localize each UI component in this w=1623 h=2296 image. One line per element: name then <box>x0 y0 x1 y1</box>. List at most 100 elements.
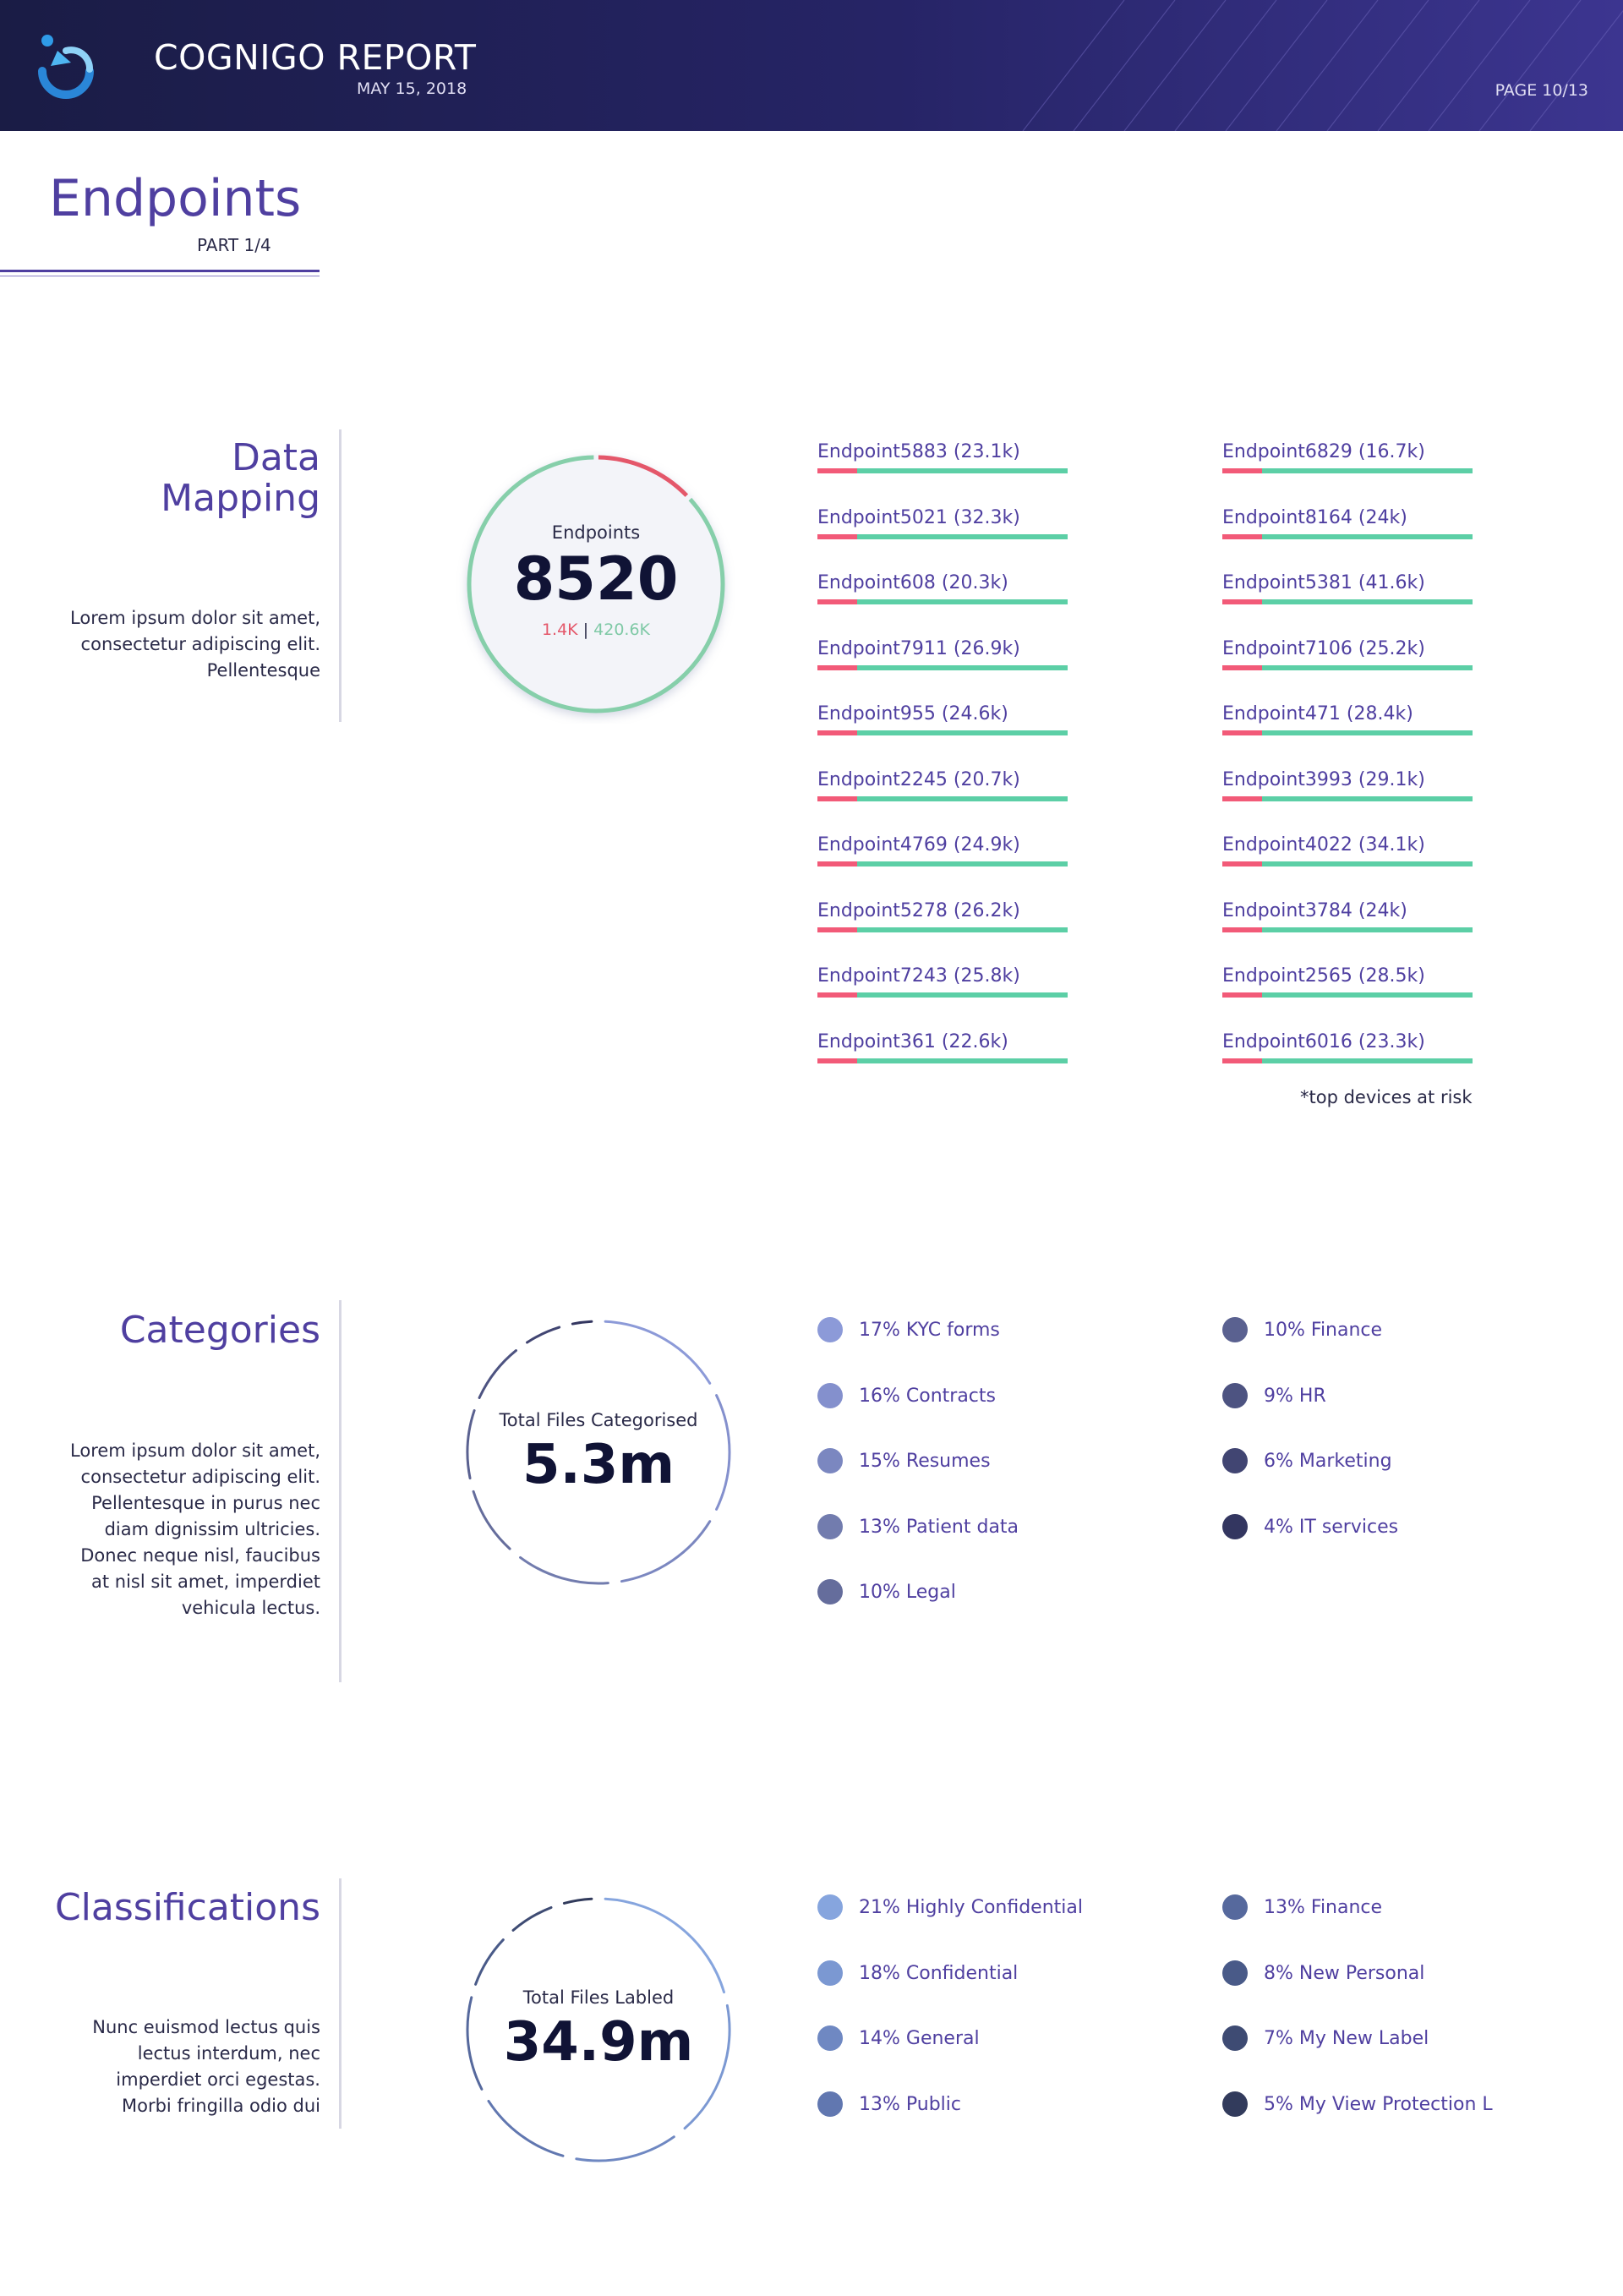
legend-dot-icon <box>817 2025 843 2051</box>
legend-dot-icon <box>817 1894 843 1920</box>
endpoint-item: Endpoint6829 (16.7k) <box>1222 441 1473 484</box>
endpoint-label: Endpoint5278 (26.2k) <box>817 899 1020 921</box>
legend-label: 18% Confidential <box>859 1962 1019 1984</box>
legend-dot-icon <box>1222 2091 1248 2117</box>
endpoint-bar <box>817 599 1068 604</box>
categories-donut-chart <box>466 1320 731 1585</box>
endpoint-item: Endpoint5278 (26.2k) <box>817 900 1068 943</box>
endpoints-safe: 420.6K <box>593 620 651 639</box>
legend-label: 13% Public <box>859 2093 961 2115</box>
endpoint-label: Endpoint6016 (23.3k) <box>1222 1030 1425 1052</box>
categories-description: Lorem ipsum dolor sit amet, consectetur … <box>70 1440 320 1618</box>
endpoint-risk-bar <box>1222 533 1263 539</box>
endpoint-bar <box>1222 664 1473 670</box>
legend-label: 21% Highly Confidential <box>859 1897 1083 1918</box>
legend-dot-icon <box>817 1960 843 1986</box>
classifications-donut: Total Files Labled 34.9m <box>463 1894 734 2165</box>
report-title: COGNIGO REPORT <box>154 37 477 78</box>
legend-dot-icon <box>817 1579 843 1604</box>
endpoint-bar <box>817 533 1068 539</box>
legend-dot-icon <box>1222 1448 1248 1473</box>
endpoint-risk-bar <box>817 730 858 735</box>
endpoint-risk-bar <box>1222 927 1263 932</box>
endpoint-risk-bar <box>1222 992 1263 998</box>
endpoint-bar <box>1222 730 1473 735</box>
legend-dot-icon <box>817 2091 843 2117</box>
classifications-description: Nunc euismod lectus quis lectus interdum… <box>92 2017 320 2116</box>
legend-label: 6% Marketing <box>1264 1451 1392 1472</box>
endpoint-bar <box>817 992 1068 998</box>
endpoint-label: Endpoint4022 (34.1k) <box>1222 834 1425 856</box>
legend-dot-icon <box>1222 1894 1248 1920</box>
endpoint-bar <box>817 730 1068 735</box>
page-number: PAGE 10/13 <box>1495 81 1588 100</box>
legend-dot-icon <box>1222 1513 1248 1539</box>
section-divider <box>339 1300 342 1682</box>
endpoints-count: 8520 <box>513 544 679 614</box>
legend-label: 13% Finance <box>1264 1897 1383 1918</box>
legend-label: 10% Finance <box>1264 1320 1383 1341</box>
endpoint-item: Endpoint6016 (23.3k) <box>1222 1031 1473 1074</box>
endpoint-bar <box>1222 927 1473 932</box>
endpoint-item: Endpoint4022 (34.1k) <box>1222 834 1473 877</box>
data-mapping-title-line1: Data <box>231 436 320 479</box>
endpoint-bar <box>817 664 1068 670</box>
section-divider <box>339 429 342 722</box>
page-part-label: PART 1/4 <box>197 235 271 255</box>
endpoint-label: Endpoint361 (22.6k) <box>817 1030 1008 1052</box>
section-divider <box>339 1878 342 2129</box>
categories-title: Categories <box>119 1309 320 1352</box>
classification-arc-3 <box>487 2099 565 2157</box>
classifications-title: Classifications <box>54 1886 320 1929</box>
endpoint-risk-bar <box>817 664 858 670</box>
classification-arc-1 <box>683 2004 731 2130</box>
classifications-donut-label: Total Files Labled <box>522 1987 675 2008</box>
legend-dot-icon <box>1222 2025 1248 2051</box>
legend-dot-icon <box>1222 1317 1248 1342</box>
legend-label: 16% Contracts <box>859 1385 996 1407</box>
endpoint-bar <box>817 861 1068 866</box>
endpoint-item: Endpoint3993 (29.1k) <box>1222 769 1473 812</box>
endpoint-label: Endpoint2245 (20.7k) <box>817 768 1020 790</box>
categories-donut: Total Files Categorised 5.3m <box>463 1317 734 1588</box>
endpoint-item: Endpoint7911 (26.9k) <box>817 638 1068 681</box>
endpoint-risk-bar <box>1222 795 1263 801</box>
endpoint-bar <box>817 1058 1068 1063</box>
classification-arc-6 <box>511 1905 553 1932</box>
legend-dot-icon <box>817 1513 843 1539</box>
endpoint-item: Endpoint7106 (25.2k) <box>1222 638 1473 681</box>
endpoint-risk-bar <box>817 533 858 539</box>
legend-dot-icon <box>817 1448 843 1473</box>
endpoint-risk-bar <box>1222 1058 1263 1063</box>
legend-dot-icon <box>1222 1382 1248 1408</box>
endpoint-bar <box>1222 533 1473 539</box>
legend-label: 10% Legal <box>859 1582 956 1603</box>
endpoint-risk-bar <box>817 927 858 932</box>
endpoint-risk-bar <box>1222 861 1263 866</box>
endpoint-item: Endpoint2245 (20.7k) <box>817 769 1068 812</box>
endpoint-label: Endpoint955 (24.6k) <box>817 703 1008 724</box>
legend-dot-icon <box>817 1317 843 1342</box>
endpoint-label: Endpoint6829 (16.7k) <box>1222 441 1425 462</box>
legend-label: 14% General <box>859 2028 980 2049</box>
category-arc-3 <box>519 1555 609 1585</box>
endpoint-item: Endpoint8164 (24k) <box>1222 507 1473 549</box>
endpoint-label: Endpoint4769 (24.9k) <box>817 834 1020 856</box>
endpoint-bar <box>817 795 1068 801</box>
endpoint-bar <box>1222 795 1473 801</box>
endpoint-item: Endpoint7243 (25.8k) <box>817 965 1068 1008</box>
legend-label: 5% My View Protection L <box>1264 2093 1493 2115</box>
endpoint-label: Endpoint7243 (25.8k) <box>817 965 1020 987</box>
endpoint-risk-bar <box>817 992 858 998</box>
endpoint-item: Endpoint608 (20.3k) <box>817 572 1068 615</box>
header-stripes-decoration <box>1022 0 1623 131</box>
endpoint-item: Endpoint5021 (32.3k) <box>817 507 1068 549</box>
legend-dot-icon <box>1222 1960 1248 1986</box>
endpoint-bar <box>1222 861 1473 866</box>
endpoint-bar <box>817 468 1068 473</box>
endpoint-risk-bar <box>1222 599 1263 604</box>
endpoint-label: Endpoint471 (28.4k) <box>1222 703 1413 724</box>
legend-label: 7% My New Label <box>1264 2028 1429 2049</box>
cognigo-logo-icon <box>38 35 94 99</box>
endpoint-item: Endpoint3784 (24k) <box>1222 900 1473 943</box>
